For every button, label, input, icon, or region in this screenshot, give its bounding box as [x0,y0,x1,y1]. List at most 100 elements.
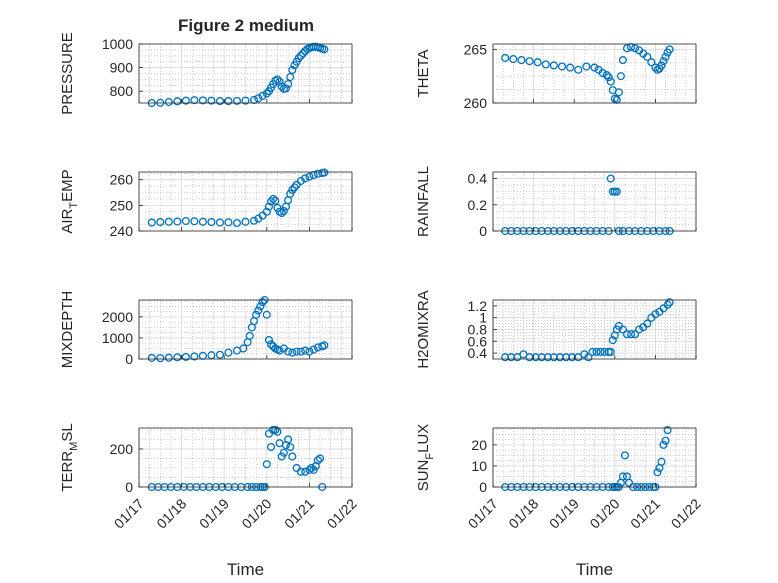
data-point [252,310,261,319]
y-axis-label: THETA [415,49,432,97]
data-point [659,57,668,66]
data-point [525,353,534,362]
data-point [626,330,636,339]
data-point [612,187,621,196]
x-tick-label: 01/20 [238,495,274,531]
subplot-rainfall: 0 0.2 0.4 RAINFALL [415,166,697,239]
data-point [647,58,656,67]
y-tick-label: 10 [471,458,487,474]
data-point [173,97,182,106]
subplot-terr-msl: 0 200 01/17 01/18 01/19 01/20 01/21 01/22 Time TE… [59,423,360,579]
x-tick-label: 01/21 [627,495,663,531]
axes-box [492,171,697,232]
y-axis-label: RAINFALL [415,166,432,237]
data-point [622,330,632,339]
data-point [215,97,224,106]
data-point [269,194,278,203]
y-tick-label: 240 [110,223,134,239]
y-tick-label: 20 [471,437,487,453]
data-point [241,96,250,105]
data-point [606,174,615,183]
data-point [288,348,297,357]
data-point [590,63,599,72]
data-point [320,341,329,350]
y-tick-label: 900 [110,60,134,76]
data-point [264,202,273,211]
data-point [281,84,291,93]
data-point [264,335,273,345]
data-point [659,440,668,449]
data-point [224,97,233,106]
data-point [262,207,271,216]
data-point [507,353,516,362]
data-point [164,353,173,362]
data-point [279,448,288,457]
subplot-mixdepth: 0 1000 2000 MIXDEPTH [59,291,353,369]
data-point [614,88,623,97]
x-tick-label: 01/21 [281,495,317,531]
y-axis-label-subscript: M [68,442,80,451]
y-axis-label: PRESSURE [59,32,76,115]
axes-box [138,299,353,360]
data-point [181,352,190,361]
data-point [258,298,267,307]
data-point [562,353,571,362]
data-point [307,463,316,473]
data-point [616,72,625,81]
data-point [156,354,165,363]
data-point [592,347,601,356]
data-point [207,96,216,105]
y-axis-label: MIXDEPTH [59,291,76,369]
y-axis-label: H2OMIXRA [415,290,432,368]
data-point [286,442,295,452]
y-tick-label: 800 [110,83,134,99]
subplot-h2omixra: 0.40.60.811.2 H2OMIXRA [415,290,697,369]
y-axis-label-part: TERR [59,451,76,492]
y-tick-label: 250 [110,197,134,213]
subplot-theta: 260 265 THETA [415,41,697,111]
data-point [305,172,314,181]
data-point [284,80,293,89]
data-point [657,61,666,70]
data-point [541,60,550,69]
y-tick-label: 0 [125,351,133,367]
data-point [301,346,310,355]
data-point [271,425,280,434]
data-point [618,325,627,334]
y-axis-label-part: SUN [415,460,432,492]
data-point [254,94,263,103]
data-point [275,77,284,86]
x-tick-label: 01/17 [111,495,147,531]
data-point [622,44,632,53]
y-tick-label: 0.8 [468,322,488,338]
data-point [643,52,652,61]
data-point [305,465,314,474]
axes-box [138,427,353,488]
y-tick-label: 0.4 [468,171,488,187]
data-point [267,442,276,452]
y-axis-label-part: EMP [59,169,76,202]
y-tick-label: 1000 [102,36,133,52]
data-point [279,206,288,216]
data-point [631,44,640,53]
data-point [501,53,510,62]
data-point [232,218,242,228]
data-point [653,468,662,477]
data-point [296,347,305,356]
data-point [190,217,199,226]
data-point [190,96,199,105]
data-point [320,168,329,177]
data-point [207,351,216,360]
data-point [313,456,322,465]
y-tick-label: 0 [479,479,487,495]
data-point [309,171,318,180]
data-point [241,217,250,226]
data-point [309,345,318,354]
data-point [533,58,542,67]
data-point [509,54,518,64]
x-tick-label: 01/22 [324,495,360,531]
x-tick-label: 01/18 [505,495,541,531]
y-axis-label-part: SL [59,423,76,441]
